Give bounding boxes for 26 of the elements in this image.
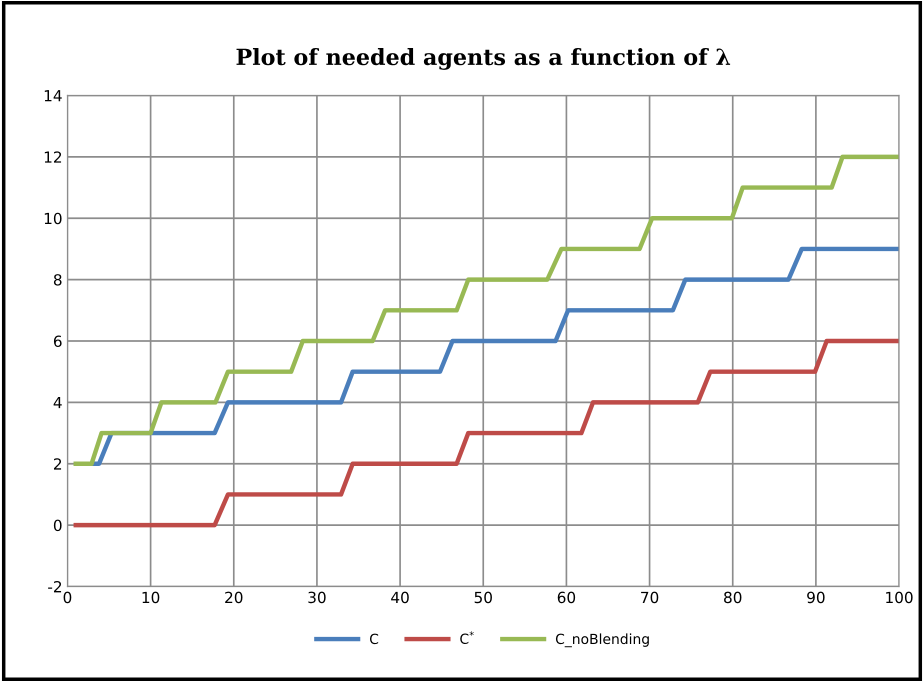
legend-label: C_noBlending (556, 633, 649, 648)
x-tick-label: 50 (474, 592, 492, 604)
x-tick-label: 20 (225, 592, 242, 604)
x-tick-label: 40 (391, 592, 409, 604)
y-tick-label: 6 (54, 335, 62, 348)
y-tick-label: 4 (54, 397, 62, 408)
line-series (74, 338, 900, 528)
x-tick-label: 90 (807, 592, 825, 604)
x-tick-label: 30 (308, 592, 326, 604)
y-tick-label: 14 (44, 90, 62, 102)
y-tick-label: 12 (44, 151, 62, 163)
x-tick-label: 60 (558, 592, 576, 604)
x-tick-label: 70 (641, 592, 658, 604)
y-tick-label: -2 (48, 580, 62, 592)
y-tick-label: 10 (44, 212, 62, 224)
line-series (74, 154, 900, 466)
y-tick-label: 2 (54, 458, 62, 470)
legend-label: C (370, 634, 378, 644)
x-tick-label: 80 (724, 592, 742, 604)
legend-label: C$^{*}$ (460, 631, 474, 644)
y-tick-label: 8 (54, 274, 62, 286)
x-tick-label: 10 (142, 592, 160, 604)
x-tick-label: 100 (886, 592, 913, 604)
chart-title: Plot of needed agents as a function of λ (236, 48, 730, 70)
y-tick-label: 0 (54, 520, 62, 532)
x-tick-label: 0 (64, 592, 72, 604)
